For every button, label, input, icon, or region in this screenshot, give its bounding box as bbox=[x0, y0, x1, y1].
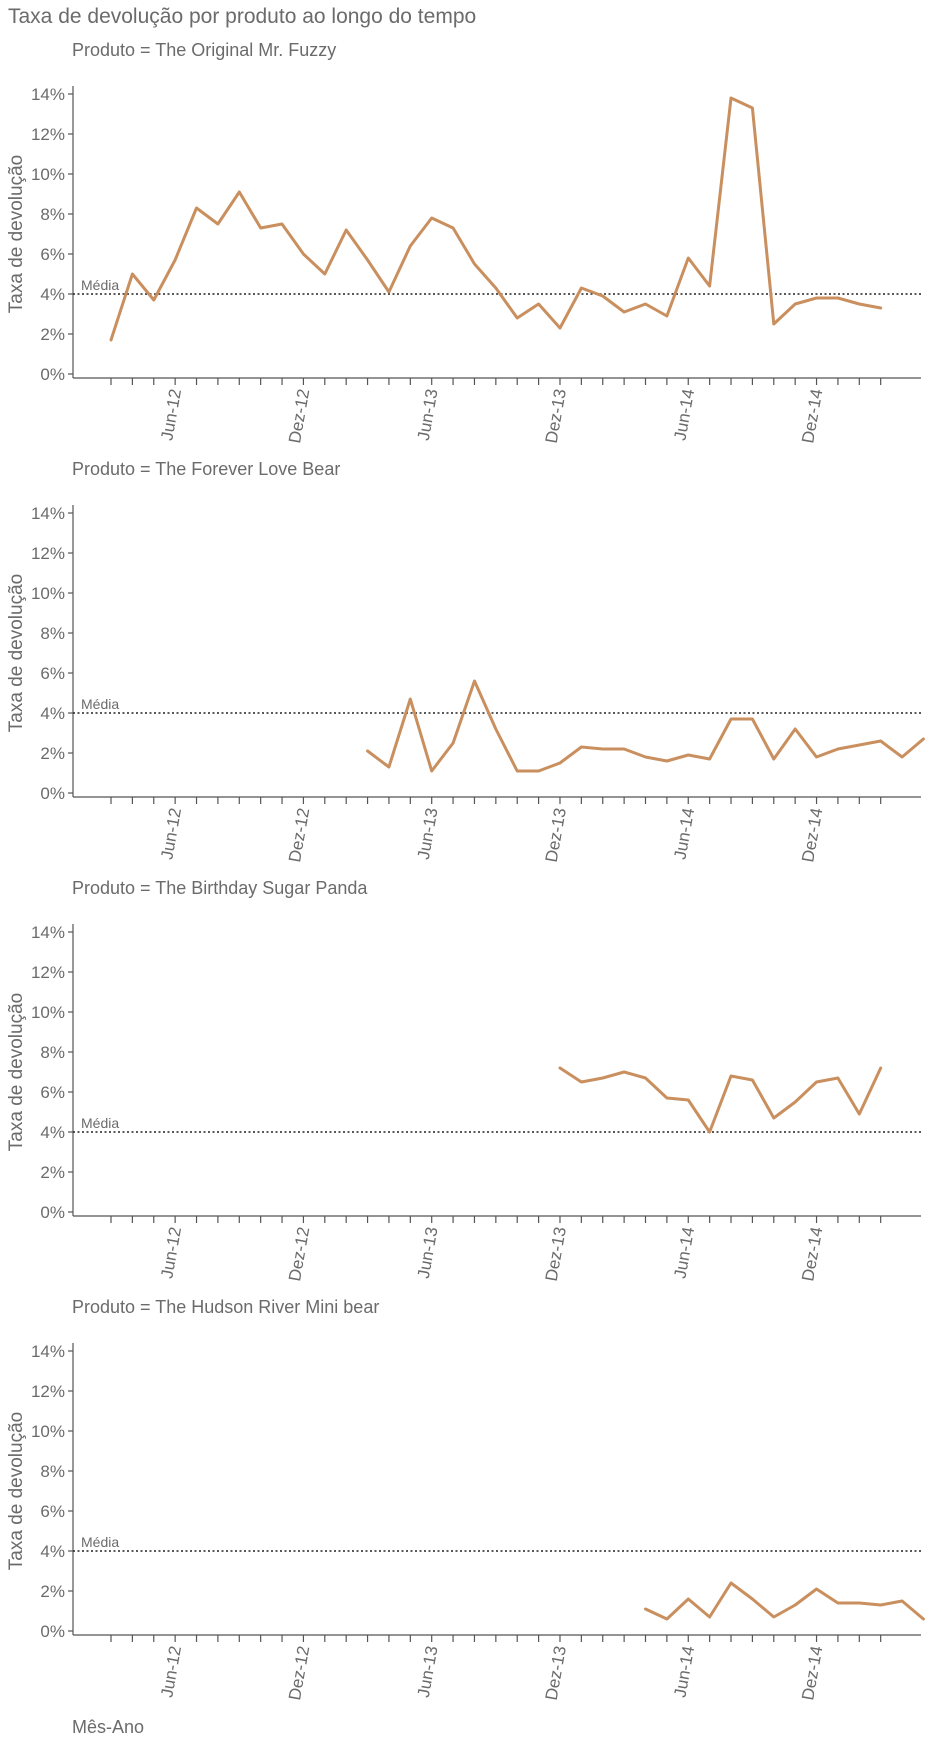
y-tick-label: 6% bbox=[40, 664, 65, 683]
panel-title: Produto = The Hudson River Mini bear bbox=[72, 1297, 379, 1317]
y-tick-label: 12% bbox=[31, 544, 65, 563]
y-tick-label: 14% bbox=[31, 504, 65, 523]
mean-label: Média bbox=[81, 277, 119, 293]
y-tick-label: 6% bbox=[40, 245, 65, 264]
y-tick-label: 8% bbox=[40, 205, 65, 224]
panel-2: Produto = The Forever Love Bear Taxa de d… bbox=[6, 459, 925, 864]
y-tick-label: 8% bbox=[40, 1462, 65, 1481]
x-tick-label: Dez-13 bbox=[542, 806, 570, 863]
x-tick-label: Dez-13 bbox=[542, 1225, 570, 1282]
panel-title: Produto = The Original Mr. Fuzzy bbox=[72, 40, 336, 60]
x-tick-label: Dez-14 bbox=[798, 1225, 826, 1282]
x-tick-label: Dez-12 bbox=[285, 806, 313, 863]
x-tick-label: Dez-14 bbox=[798, 1644, 826, 1701]
panel-3: Produto = The Birthday Sugar Panda Taxa d… bbox=[6, 878, 921, 1283]
mean-label: Média bbox=[81, 1534, 119, 1550]
x-tick-label: Jun-12 bbox=[157, 387, 185, 441]
y-tick-label: 14% bbox=[31, 1342, 65, 1361]
x-tick-label: Jun-12 bbox=[157, 1644, 185, 1698]
x-tick-label: Dez-13 bbox=[542, 1644, 570, 1701]
y-tick-label: 10% bbox=[31, 1422, 65, 1441]
panel-1: Produto = The Original Mr. Fuzzy Taxa de … bbox=[6, 40, 921, 445]
y-tick-label: 2% bbox=[40, 1582, 65, 1601]
y-tick-label: 2% bbox=[40, 744, 65, 763]
panel-title: Produto = The Forever Love Bear bbox=[72, 459, 340, 479]
y-tick-label: 0% bbox=[40, 1622, 65, 1641]
y-tick-label: 14% bbox=[31, 923, 65, 942]
x-tick-label: Jun-14 bbox=[670, 806, 698, 860]
y-tick-label: 6% bbox=[40, 1083, 65, 1102]
figure-title: Taxa de devolução por produto ao longo d… bbox=[8, 5, 476, 28]
mean-label: Média bbox=[81, 1115, 119, 1131]
y-tick-label: 6% bbox=[40, 1502, 65, 1521]
x-tick-label: Jun-12 bbox=[157, 1225, 185, 1279]
y-tick-label: 4% bbox=[40, 285, 65, 304]
y-tick-label: 0% bbox=[40, 784, 65, 803]
x-tick-label: Dez-13 bbox=[542, 387, 570, 444]
y-tick-label: 4% bbox=[40, 1542, 65, 1561]
x-tick-label: Jun-13 bbox=[414, 1644, 442, 1698]
series-line bbox=[366, 679, 925, 773]
x-tick-label: Dez-14 bbox=[798, 806, 826, 863]
y-tick-label: 8% bbox=[40, 1043, 65, 1062]
y-tick-label: 10% bbox=[31, 1003, 65, 1022]
y-axis-label: Taxa de devolução bbox=[6, 574, 27, 732]
y-tick-label: 4% bbox=[40, 1123, 65, 1142]
y-axis-label: Taxa de devolução bbox=[6, 1412, 27, 1570]
x-tick-label: Jun-12 bbox=[157, 806, 185, 860]
x-tick-label: Jun-14 bbox=[670, 387, 698, 441]
y-tick-label: 8% bbox=[40, 624, 65, 643]
series-line bbox=[109, 96, 883, 342]
y-tick-label: 14% bbox=[31, 85, 65, 104]
x-axis-label: Mês-Ano bbox=[72, 1717, 144, 1737]
y-tick-label: 2% bbox=[40, 1163, 65, 1182]
y-axis-label: Taxa de devolução bbox=[6, 155, 27, 313]
y-tick-label: 0% bbox=[40, 365, 65, 384]
x-tick-label: Jun-13 bbox=[414, 806, 442, 860]
y-tick-label: 12% bbox=[31, 963, 65, 982]
x-tick-label: Dez-14 bbox=[798, 387, 826, 444]
x-tick-label: Jun-14 bbox=[670, 1644, 698, 1698]
x-tick-label: Dez-12 bbox=[285, 1644, 313, 1701]
y-tick-label: 2% bbox=[40, 325, 65, 344]
y-tick-label: 10% bbox=[31, 165, 65, 184]
x-tick-label: Dez-12 bbox=[285, 387, 313, 444]
series-line bbox=[558, 1066, 883, 1134]
y-tick-label: 0% bbox=[40, 1203, 65, 1222]
y-tick-label: 10% bbox=[31, 584, 65, 603]
mean-label: Média bbox=[81, 696, 119, 712]
y-tick-label: 4% bbox=[40, 704, 65, 723]
y-tick-label: 12% bbox=[31, 1382, 65, 1401]
x-tick-label: Jun-13 bbox=[414, 1225, 442, 1279]
y-tick-label: 12% bbox=[31, 125, 65, 144]
x-tick-label: Dez-12 bbox=[285, 1225, 313, 1282]
series-line bbox=[644, 1581, 925, 1621]
chart-panels: Produto = The Original Mr. Fuzzy Taxa de … bbox=[6, 40, 925, 1702]
panel-title: Produto = The Birthday Sugar Panda bbox=[72, 878, 368, 898]
x-tick-label: Jun-14 bbox=[670, 1225, 698, 1279]
panel-4: Produto = The Hudson River Mini bear Taxa… bbox=[6, 1297, 925, 1702]
y-axis-label: Taxa de devolução bbox=[6, 993, 27, 1151]
x-tick-label: Jun-13 bbox=[414, 387, 442, 441]
